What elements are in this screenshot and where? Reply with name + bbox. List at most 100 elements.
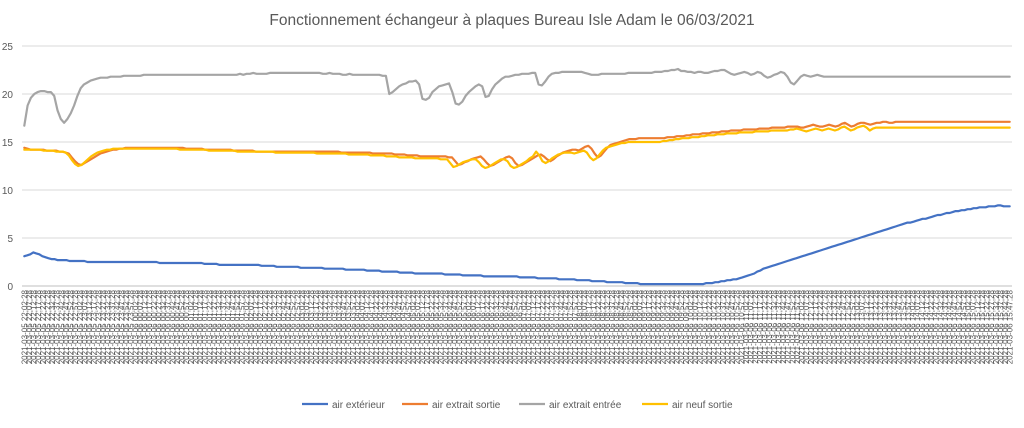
x-tick-label: 2021-03-06 15:07:28 — [969, 289, 978, 364]
x-tick-label: 2021-03-06 15:22:28 — [983, 289, 992, 364]
x-tick-label: 2021-03-06 00:02:28 — [131, 289, 140, 364]
x-tick-label: 2021-03-06 06:12:28 — [474, 289, 483, 364]
y-tick-label: 0 — [7, 282, 13, 293]
x-tick-label: 2021-03-05 23:32:28 — [104, 289, 113, 364]
x-tick-label: 2021-03-06 04:37:28 — [386, 289, 395, 364]
legend-label: air extrait sortie — [432, 400, 501, 411]
x-tick-label: 2021-03-06 02:12:28 — [252, 289, 261, 364]
x-tick-label: 2021-03-05 22:17:28 — [34, 289, 43, 364]
x-tick-label: 2021-03-06 12:37:28 — [830, 289, 839, 364]
x-tick-label: 2021-03-06 08:12:28 — [585, 289, 594, 364]
x-tick-label: 2021-03-06 04:32:28 — [381, 289, 390, 364]
x-tick-label: 2021-03-06 11:12:28 — [751, 289, 760, 363]
x-tick-label: 2021-03-06 12:42:28 — [835, 289, 844, 364]
x-tick-label: 2021-03-06 07:42:28 — [557, 289, 566, 364]
x-tick-label: 2021-03-06 10:07:28 — [691, 289, 700, 364]
chart-title: Fonctionnement échangeur à plaques Burea… — [269, 12, 754, 29]
x-tick-label: 2021-03-06 15:42:28 — [1001, 289, 1010, 364]
x-tick-label: 2021-03-06 09:52:28 — [677, 289, 686, 364]
x-tick-label: 2021-03-06 03:12:28 — [307, 289, 316, 364]
x-tick-label: 2021-03-06 11:02:28 — [742, 289, 751, 363]
x-tick-label: 2021-03-06 11:42:28 — [779, 289, 788, 363]
x-tick-label: 2021-03-06 02:07:28 — [247, 289, 256, 364]
x-tick-label: 2021-03-05 23:42:28 — [113, 289, 122, 364]
x-tick-label: 2021-03-06 07:17:28 — [534, 289, 543, 364]
x-tick-label: 2021-03-06 13:52:28 — [899, 289, 908, 364]
x-tick-label: 2021-03-05 23:27:28 — [99, 289, 108, 364]
x-tick-label: 2021-03-05 22:57:28 — [71, 289, 80, 364]
x-tick-label: 2021-03-06 08:22:28 — [594, 289, 603, 364]
x-tick-label: 2021-03-06 03:42:28 — [335, 289, 344, 364]
x-tick-label: 2021-03-05 22:22:28 — [39, 289, 48, 364]
x-tick-label: 2021-03-06 08:57:28 — [626, 289, 635, 364]
x-tick-label: 2021-03-06 05:12:28 — [418, 289, 427, 364]
x-tick-label: 2021-03-05 23:37:28 — [108, 289, 117, 364]
x-tick-label: 2021-03-06 10:32:28 — [714, 289, 723, 364]
x-tick-label: 2021-03-06 13:12:28 — [862, 289, 871, 364]
x-tick-label: 2021-03-06 14:57:28 — [959, 289, 968, 364]
x-tick-label: 2021-03-06 09:42:28 — [668, 289, 677, 364]
x-tick-label: 2021-03-05 23:52:28 — [122, 289, 131, 364]
x-tick-label: 2021-03-06 05:02:28 — [409, 289, 418, 364]
y-tick-label: 5 — [7, 234, 13, 245]
x-tick-label: 2021-03-06 05:42:28 — [446, 289, 455, 364]
x-tick-label: 2021-03-06 09:57:28 — [682, 289, 691, 364]
x-tick-label: 2021-03-06 06:02:28 — [464, 289, 473, 364]
x-tick-label: 2021-03-06 05:52:28 — [455, 289, 464, 364]
x-tick-label: 2021-03-05 22:37:28 — [53, 289, 62, 364]
x-tick-label: 2021-03-06 11:17:28 — [756, 289, 765, 363]
x-tick-label: 2021-03-06 07:07:28 — [525, 289, 534, 364]
x-tick-label: 2021-03-06 12:02:28 — [798, 289, 807, 364]
x-tick-label: 2021-03-06 05:07:28 — [414, 289, 423, 364]
x-tick-label: 2021-03-06 14:42:28 — [946, 289, 955, 364]
y-tick-label: 15 — [2, 138, 14, 149]
series-lines — [23, 67, 1011, 286]
x-tick-label: 2021-03-06 08:42:28 — [612, 289, 621, 364]
x-tick-label: 2021-03-06 05:17:28 — [423, 289, 432, 364]
x-tick-label: 2021-03-06 05:57:28 — [460, 289, 469, 364]
x-tick-label: 2021-03-06 00:27:28 — [154, 289, 163, 364]
x-tick-label: 2021-03-05 22:02:28 — [20, 289, 29, 364]
x-tick-label: 2021-03-06 10:17:28 — [700, 289, 709, 364]
x-tick-label: 2021-03-05 22:52:28 — [67, 289, 76, 364]
x-tick-label: 2021-03-06 10:12:28 — [696, 289, 705, 364]
x-tick-label: 2021-03-06 12:27:28 — [821, 289, 830, 364]
x-tick-label: 2021-03-06 00:12:28 — [141, 289, 150, 364]
x-tick-label: 2021-03-06 14:52:28 — [955, 289, 964, 364]
x-tick-label: 2021-03-06 12:57:28 — [848, 289, 857, 364]
x-tick-label: 2021-03-06 01:42:28 — [224, 289, 233, 364]
x-tick-label: 2021-03-06 06:47:28 — [506, 289, 515, 364]
x-tick-label: 2021-03-05 23:07:28 — [80, 289, 89, 364]
y-axis: 0 5 10 15 20 25 — [2, 42, 14, 293]
x-tick-label: 2021-03-06 04:02:28 — [353, 289, 362, 364]
x-tick-label: 2021-03-06 11:57:28 — [793, 289, 802, 363]
x-tick-label: 2021-03-06 15:17:28 — [978, 289, 987, 364]
x-tick-label: 2021-03-06 09:22:28 — [649, 289, 658, 364]
x-tick-label: 2021-03-06 08:37:28 — [608, 289, 617, 364]
x-tick-label: 2021-03-06 03:37:28 — [330, 289, 339, 364]
x-tick-label: 2021-03-05 22:42:28 — [57, 289, 66, 364]
x-tick-label: 2021-03-06 06:27:28 — [488, 289, 497, 364]
x-tick-label: 2021-03-06 13:22:28 — [872, 289, 881, 364]
x-tick-label: 2021-03-06 08:32:28 — [603, 289, 612, 364]
x-tick-label: 2021-03-06 14:12:28 — [918, 289, 927, 364]
x-tick-label: 2021-03-06 15:12:28 — [973, 289, 982, 364]
x-tick-label: 2021-03-06 02:02:28 — [242, 289, 251, 364]
x-tick-label: 2021-03-06 12:52:28 — [844, 289, 853, 364]
x-tick-label: 2021-03-06 14:32:28 — [936, 289, 945, 364]
x-tick-label: 2021-03-06 06:22:28 — [483, 289, 492, 364]
x-tick-label: 2021-03-06 00:57:28 — [182, 289, 191, 364]
x-tick-label: 2021-03-06 11:22:28 — [761, 289, 770, 363]
x-tick-label: 2021-03-06 03:32:28 — [326, 289, 335, 364]
x-tick-label: 2021-03-06 00:37:28 — [164, 289, 173, 364]
series-line-3 — [23, 124, 1011, 169]
x-tick-label: 2021-03-06 11:32:28 — [770, 289, 779, 363]
x-tick-label: 2021-03-06 06:07:28 — [469, 289, 478, 364]
x-tick-label: 2021-03-06 05:47:28 — [451, 289, 460, 364]
x-tick-label: 2021-03-06 06:32:28 — [492, 289, 501, 364]
x-tick-label: 2021-03-06 14:07:28 — [913, 289, 922, 364]
x-tick-label: 2021-03-06 01:02:28 — [187, 289, 196, 364]
x-tick-label: 2021-03-06 04:07:28 — [358, 289, 367, 364]
x-tick-label: 2021-03-06 01:12:28 — [196, 289, 205, 364]
y-tick-label: 25 — [2, 42, 14, 53]
